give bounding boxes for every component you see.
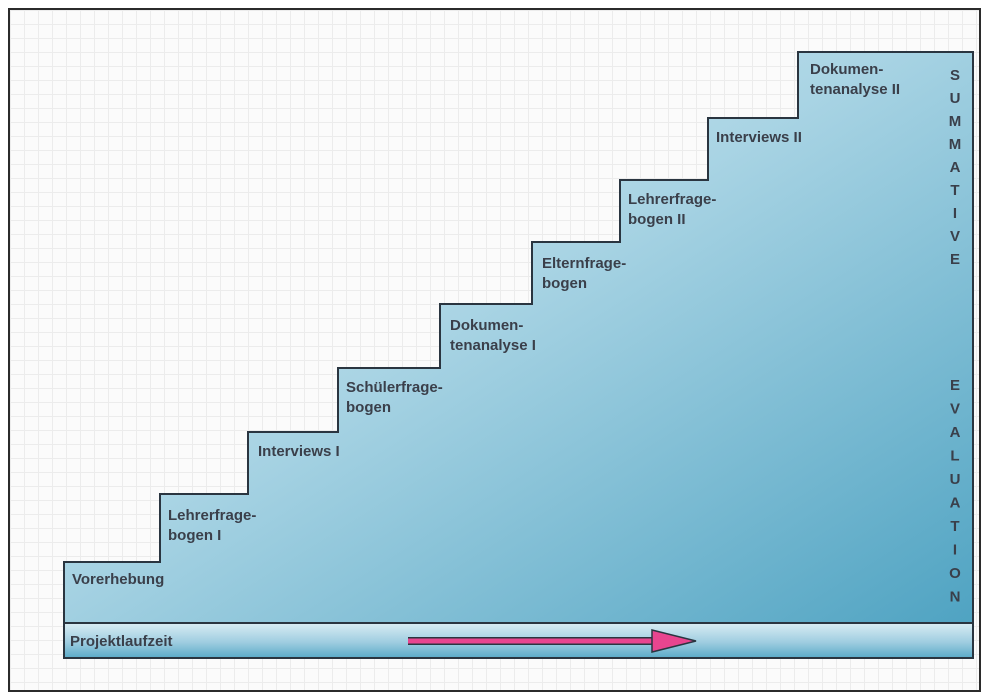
step-label-line: tenanalyse I (450, 337, 536, 354)
step-label-line: Lehrerfrage- (168, 507, 256, 524)
timeline-arrow (408, 629, 697, 653)
step-label-line: Interviews II (716, 129, 802, 146)
side-letter: S (950, 67, 960, 84)
step-label-line: Vorerhebung (72, 571, 164, 588)
staircase-shape (63, 51, 974, 624)
step-label: Interviews I (258, 443, 340, 460)
side-letter: T (950, 518, 959, 535)
side-letter: U (950, 90, 961, 107)
step-label: Lehrerfrage-bogen I (168, 507, 256, 544)
side-letter: A (950, 495, 961, 512)
side-letter: T (950, 182, 959, 199)
step-label: Schülerfrage-bogen (346, 379, 443, 416)
step-label-line: bogen II (628, 211, 686, 228)
step-label: Interviews II (716, 129, 802, 146)
side-letter: N (950, 589, 961, 606)
step-label-line: Schülerfrage- (346, 379, 443, 396)
step-label-line: bogen (542, 275, 587, 292)
step-label: Lehrerfrage-bogen II (628, 191, 716, 228)
side-letter: O (949, 565, 961, 582)
timeline-label: Projektlaufzeit (70, 633, 173, 650)
step-label-line: tenanalyse II (810, 81, 900, 98)
step-label-line: Dokumen- (450, 317, 523, 334)
step-label-line: Interviews I (258, 443, 340, 460)
step-label: Elternfrage-bogen (542, 255, 626, 292)
step-label: Dokumen-tenanalyse I (450, 317, 536, 354)
side-letter: V (950, 401, 960, 418)
side-letter: M (949, 136, 962, 153)
step-label: Dokumen-tenanalyse II (810, 61, 900, 98)
side-letter: A (950, 424, 961, 441)
step-label-line: bogen (346, 399, 391, 416)
side-letter: E (950, 377, 960, 394)
step-label: Vorerhebung (72, 571, 164, 588)
step-label-line: Dokumen- (810, 61, 883, 78)
side-letter: M (949, 113, 962, 130)
step-label-line: bogen I (168, 527, 221, 544)
side-letter: E (950, 251, 960, 268)
side-letter: A (950, 159, 961, 176)
side-letter: I (953, 205, 957, 222)
step-label-line: Elternfrage- (542, 255, 626, 272)
side-letter: V (950, 228, 960, 245)
step-label-line: Lehrerfrage- (628, 191, 716, 208)
side-letter: U (950, 471, 961, 488)
side-letter: L (950, 448, 959, 465)
side-letter: I (953, 542, 957, 559)
